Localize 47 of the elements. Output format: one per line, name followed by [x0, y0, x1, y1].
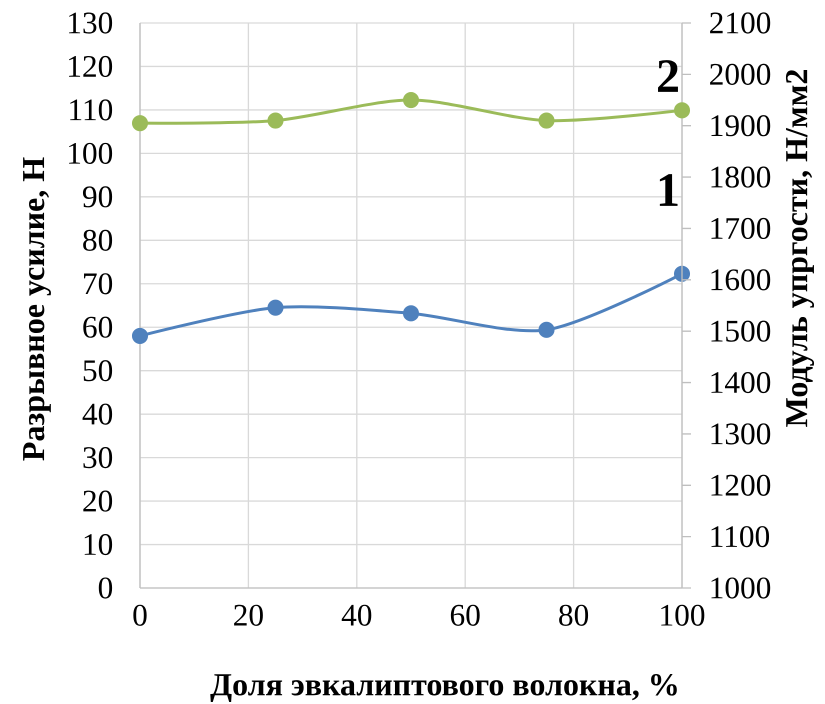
y-tick-label: 110: [70, 99, 112, 120]
y2-tick-label: 2100: [710, 12, 770, 34]
y-tick-label: 70: [84, 273, 112, 294]
y2-tick-label: 1500: [711, 320, 770, 342]
y-tick-label: 130: [69, 12, 112, 34]
y-tick-label: 100: [69, 142, 112, 164]
x-tick-label: 100: [661, 604, 704, 626]
point: [267, 300, 284, 316]
x-axis-title: Доля эвкалиптового волокна, %: [210, 674, 677, 702]
annotation: 1: [660, 174, 678, 206]
y2-tick-label: 1300: [711, 423, 770, 444]
point: [674, 266, 690, 282]
y2-tick-label: 1700: [711, 218, 770, 240]
y2-tick-label: 2000: [710, 64, 770, 85]
point: [402, 305, 420, 322]
y-tick-label: 40: [82, 404, 112, 425]
y2-axis-title: Модуль упргости, Н/мм2: [786, 70, 814, 427]
y-tick-label: 30: [83, 447, 112, 468]
y-tick-label: 50: [84, 360, 112, 382]
y2-tick-label: 1800: [711, 166, 770, 188]
y2-tick-label: 1100: [711, 526, 770, 548]
point: [538, 322, 555, 338]
point: [402, 92, 420, 108]
y-tick-label: 80: [83, 230, 112, 251]
y2-tick-label: 1000: [711, 577, 770, 599]
point: [267, 112, 284, 129]
point: [674, 102, 690, 118]
y2-tick-label: 1900: [711, 115, 770, 136]
y-axis-title: Разрывное усилие, Н: [23, 157, 51, 461]
annotation: 2: [658, 60, 678, 92]
x-tick-label: 60: [450, 604, 480, 626]
y-tick-label: 0: [98, 577, 112, 599]
point: [538, 112, 555, 129]
y-tick-label: 60: [83, 316, 112, 338]
y-tick-label: 20: [83, 490, 112, 512]
x-tick-label: 20: [234, 604, 263, 626]
y-tick-label: 90: [82, 186, 112, 208]
y-tick-label: 10: [84, 534, 112, 556]
x-tick-label: 80: [559, 604, 588, 626]
x-tick-label: 0: [133, 604, 147, 626]
y2-tick-label: 1400: [711, 372, 770, 394]
y2-tick-label: 1200: [711, 474, 770, 496]
y-tick-label: 120: [69, 56, 112, 78]
x-tick-label: 40: [342, 604, 372, 626]
y2-tick-label: 1600: [711, 269, 770, 290]
point: [132, 115, 148, 132]
point: [132, 328, 148, 344]
